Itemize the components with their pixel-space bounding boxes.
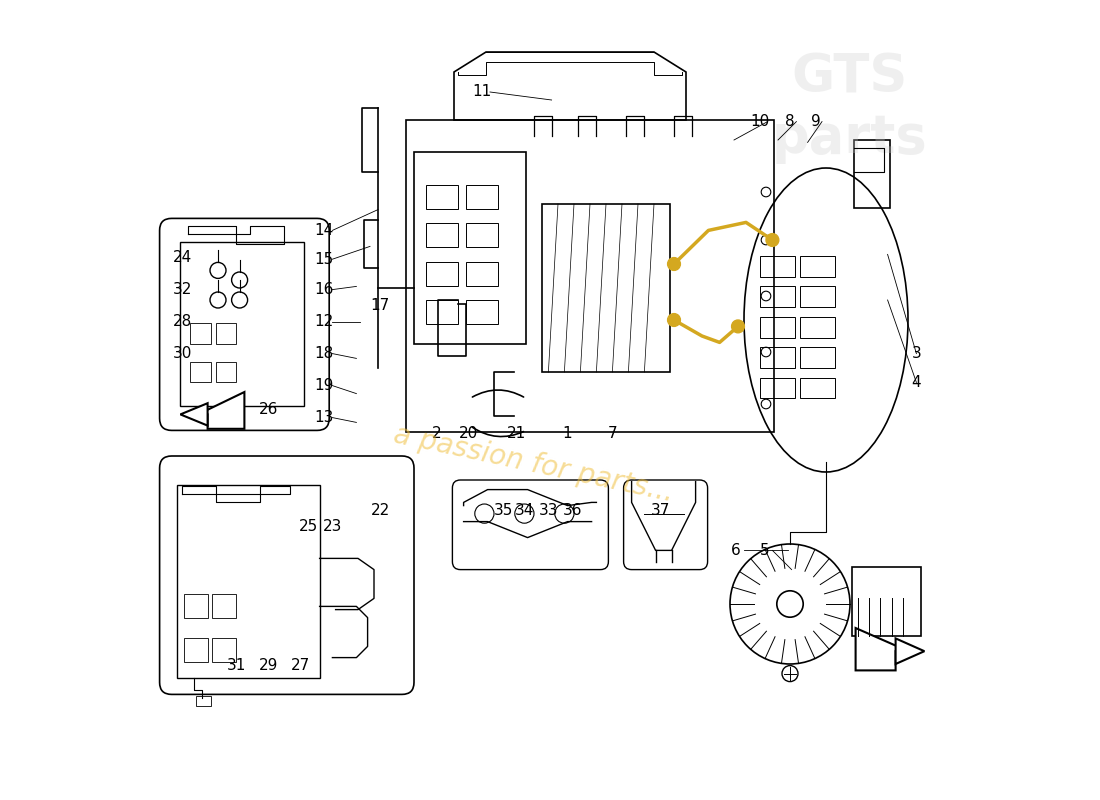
Bar <box>800 286 835 307</box>
Bar <box>426 223 458 247</box>
Text: 26: 26 <box>258 402 278 417</box>
Text: 8: 8 <box>785 114 795 129</box>
Text: 7: 7 <box>607 426 617 441</box>
Text: 28: 28 <box>173 314 191 329</box>
Bar <box>426 300 458 324</box>
Polygon shape <box>856 628 909 670</box>
Polygon shape <box>180 403 208 426</box>
Circle shape <box>668 258 681 270</box>
Bar <box>177 485 320 678</box>
Bar <box>426 262 458 286</box>
Text: 2: 2 <box>431 426 441 441</box>
Text: 21: 21 <box>507 426 526 441</box>
Text: 16: 16 <box>315 282 334 297</box>
Text: 13: 13 <box>315 410 334 425</box>
Bar <box>184 638 208 662</box>
Bar <box>760 317 795 338</box>
Bar <box>466 300 498 324</box>
Bar <box>190 362 211 382</box>
Text: 4: 4 <box>912 375 921 390</box>
Bar <box>466 262 498 286</box>
Bar <box>760 286 795 307</box>
Text: 25: 25 <box>299 519 318 534</box>
Text: 30: 30 <box>173 346 191 361</box>
Text: 31: 31 <box>227 658 246 673</box>
Bar <box>760 256 795 277</box>
Text: a passion for parts...: a passion for parts... <box>392 421 676 507</box>
Bar <box>197 696 211 706</box>
Text: 11: 11 <box>472 85 492 99</box>
Text: 23: 23 <box>322 519 342 534</box>
Bar <box>800 317 835 338</box>
Text: 10: 10 <box>750 114 769 129</box>
Text: 36: 36 <box>563 503 582 518</box>
Text: 37: 37 <box>651 503 670 518</box>
Bar <box>800 256 835 277</box>
Circle shape <box>668 314 681 326</box>
Text: 35: 35 <box>494 503 514 518</box>
Bar <box>180 242 305 406</box>
Text: 18: 18 <box>315 346 334 361</box>
Text: GTS
parts: GTS parts <box>772 52 928 164</box>
Bar <box>466 185 498 209</box>
Text: 34: 34 <box>515 503 535 518</box>
Text: 15: 15 <box>315 252 334 266</box>
Bar <box>216 323 236 344</box>
Bar <box>800 347 835 368</box>
Polygon shape <box>895 638 924 664</box>
Text: 14: 14 <box>315 223 334 238</box>
Text: 6: 6 <box>730 543 740 558</box>
Bar <box>760 347 795 368</box>
Bar <box>414 152 526 344</box>
Bar <box>184 594 208 618</box>
Text: 32: 32 <box>173 282 191 297</box>
Bar <box>190 323 211 344</box>
Bar <box>466 223 498 247</box>
Text: 33: 33 <box>539 503 558 518</box>
Circle shape <box>732 320 745 333</box>
Bar <box>212 594 236 618</box>
Bar <box>426 185 458 209</box>
Bar <box>542 204 670 372</box>
Bar <box>212 638 236 662</box>
Bar <box>406 120 774 432</box>
Text: 17: 17 <box>371 298 390 313</box>
Text: 24: 24 <box>173 250 191 265</box>
Text: 9: 9 <box>811 114 821 129</box>
Text: 27: 27 <box>290 658 310 673</box>
Text: 20: 20 <box>459 426 478 441</box>
Text: 22: 22 <box>371 503 390 518</box>
Text: 19: 19 <box>315 378 334 393</box>
Text: 29: 29 <box>258 658 278 673</box>
Text: 1: 1 <box>563 426 572 441</box>
Bar <box>216 362 236 382</box>
Circle shape <box>766 234 779 246</box>
Polygon shape <box>198 392 244 429</box>
Bar <box>800 378 835 398</box>
Text: 12: 12 <box>315 314 334 329</box>
Bar <box>760 378 795 398</box>
Bar <box>852 567 921 636</box>
Text: 3: 3 <box>912 346 922 361</box>
Text: 5: 5 <box>760 543 769 558</box>
